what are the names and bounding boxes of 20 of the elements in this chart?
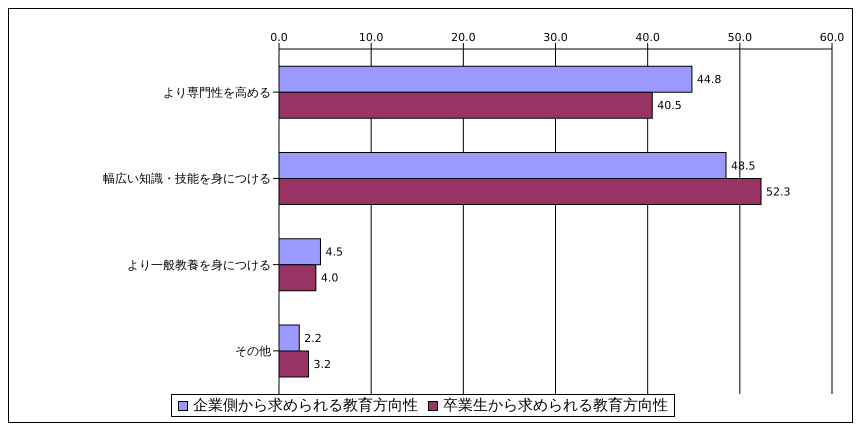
legend-label: 卒業生から求められる教育方向性	[442, 396, 668, 415]
y-tick-label: その他	[235, 344, 271, 358]
x-tick-label: 0.0	[270, 31, 288, 44]
x-tick-label: 60.0	[820, 31, 844, 44]
data-label: 4.5	[325, 246, 343, 259]
legend-label: 企業側から求められる教育方向性	[192, 396, 418, 415]
x-tick-label: 30.0	[543, 31, 568, 44]
y-tick-label: より専門性を高める	[163, 85, 271, 100]
y-tick-label: 幅広い知識・技能を身につける	[103, 172, 271, 186]
data-label: 40.5	[657, 99, 682, 112]
data-label: 3.2	[313, 358, 331, 371]
y-tick-label: より一般教養を身につける	[127, 258, 271, 272]
data-label: 44.8	[696, 73, 722, 86]
data-label: 2.2	[304, 332, 322, 345]
x-tick-label: 20.0	[451, 31, 476, 44]
data-label: 4.0	[320, 272, 338, 285]
x-tick-label: 40.0	[635, 31, 660, 44]
data-label: 52.3	[766, 185, 791, 198]
x-tick-label: 10.0	[358, 31, 384, 44]
x-tick-label: 50.0	[728, 31, 752, 44]
